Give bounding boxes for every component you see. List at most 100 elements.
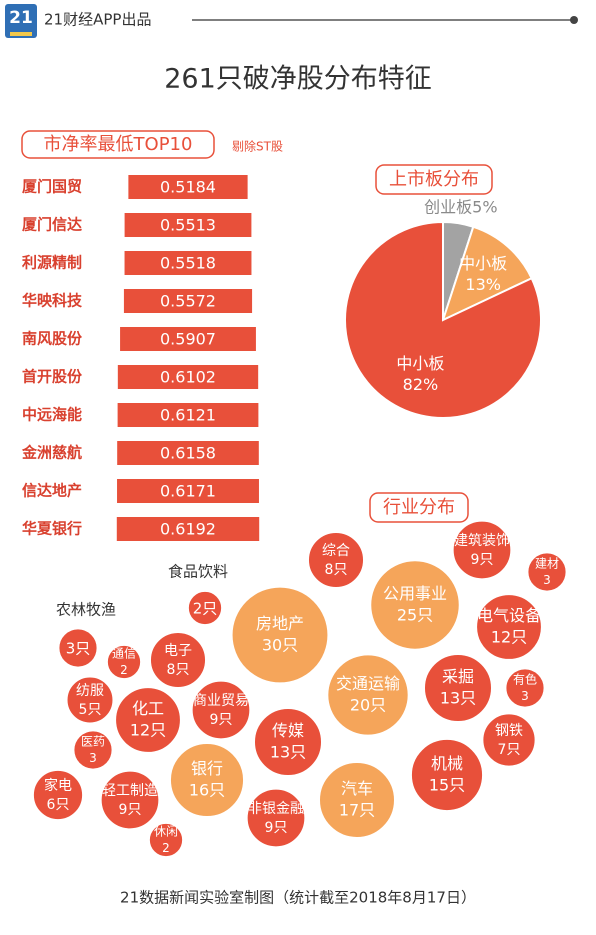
bubble-value-label: 15只 [429,776,465,795]
bubble [452,520,512,580]
bubble-value-label: 9只 [265,820,288,836]
bar-category: 首开股份 [22,368,83,386]
bar-value-label: 0.6102 [160,368,216,387]
bubble [149,631,207,689]
pie-category: 中小板 [396,354,444,373]
bar [117,403,259,427]
pie-slice [441,225,534,322]
bar-value-label: 0.6121 [160,406,216,425]
bar-value-label: 0.5513 [160,216,216,235]
bubble [114,686,182,754]
pie-title: 上市板分布 [389,169,479,190]
bubble-value-label: 5只 [79,702,102,718]
bar [128,175,248,199]
bar-category: 中远海能 [22,406,82,424]
bar-value-label: 0.5184 [160,178,216,197]
bubble-category: 休闲 [154,825,178,839]
bubble [72,729,114,771]
bubble-value-label: 8只 [325,562,348,578]
bubble [423,653,493,723]
bubble [148,822,184,858]
footer: 21数据新闻实验室制图（统计截至2018年8月17日） [120,889,476,907]
bar-category: 金洲慈航 [21,444,82,462]
bubble-category: 传媒 [272,721,304,740]
pie-value-label: 82% [403,375,439,394]
bar-category: 信达地产 [22,482,82,500]
bubble [369,559,461,651]
bubble-value-label: 13只 [440,689,476,708]
bar-category: 厦门信达 [22,216,82,234]
bubble-category: 银行 [191,759,223,778]
bubble-value-label: 8只 [167,662,190,678]
bar [124,213,252,237]
bar-value-label: 0.5907 [160,330,216,349]
bubble-category: 交通运输 [336,674,400,693]
bubble [504,667,546,709]
brand: 21财经APP出品 [44,11,151,29]
pie-value-label: 13% [465,275,501,294]
bubble-category: 钢铁 [495,723,523,739]
bubble-value-label: 9只 [119,802,142,818]
bubble-category: 家电 [44,777,72,794]
bubble [57,627,99,669]
bubble-category: 有色 [513,673,537,687]
bar-category: 南风股份 [22,330,83,348]
bubble-category: 食品饮料 [168,563,228,581]
bubble-category: 建材 [535,557,559,571]
bubble-value-label: 2只 [193,600,218,618]
bubble-category: 机械 [431,754,463,773]
bubble-value-label: 7只 [498,742,521,758]
bubble-value-label: 3 [543,573,551,587]
bubble [66,676,114,724]
bubble-category: 通信 [112,647,136,661]
logo-text: 21 [9,8,33,28]
header-dot [570,16,578,24]
title-box [369,492,469,523]
bubble-value-label: 25只 [397,606,433,625]
bubble-value-label: 6只 [47,797,70,813]
bubble [410,738,484,812]
bubble-value-label: 2 [120,663,128,677]
bubble [32,769,84,821]
bubble-value-label: 2 [162,841,170,855]
bubble-value-label: 30只 [262,636,298,655]
bubble-value-label: 12只 [491,628,527,647]
bubble [526,551,568,593]
bar [116,517,260,541]
bar-title: 市净率最低TOP10 [44,134,193,155]
bubble-category: 采掘 [442,667,474,686]
bar-value-label: 0.5572 [160,292,216,311]
bar-value-label: 0.5518 [160,254,216,273]
bar [117,479,259,503]
bubble-category: 纺服 [76,683,104,699]
bubble-category: 电气设备 [477,606,541,625]
bubble [246,788,306,848]
bubble [169,742,245,818]
pie-slice [344,220,542,419]
bubble [187,590,223,626]
bubble-category: 医药 [81,735,105,749]
bar-category: 厦门国贸 [22,178,82,196]
bubble [318,761,396,839]
bubble-value-label: 9只 [471,552,494,568]
bubble-value-label: 3只 [66,640,91,658]
bubble-value-label: 17只 [339,801,375,820]
main-title: 261只破净股分布特征 [164,64,432,95]
bubble-category: 房地产 [256,614,304,633]
pie-category: 中小板 [459,254,507,273]
bar [123,289,253,313]
bar [117,441,259,465]
logo-bar [10,32,32,36]
bubble [307,531,365,589]
bubble-value-label: 20只 [350,696,386,715]
bubble-category: 电子 [164,643,192,659]
bubble [100,770,160,830]
bar [120,327,256,351]
bubble [481,712,537,768]
bubble-value-label: 13只 [270,743,306,762]
bubble-category: 非银金融 [248,801,304,817]
bubble-category: 商业贸易 [193,693,249,709]
bubble-category: 化工 [132,699,164,718]
bar [124,251,252,275]
